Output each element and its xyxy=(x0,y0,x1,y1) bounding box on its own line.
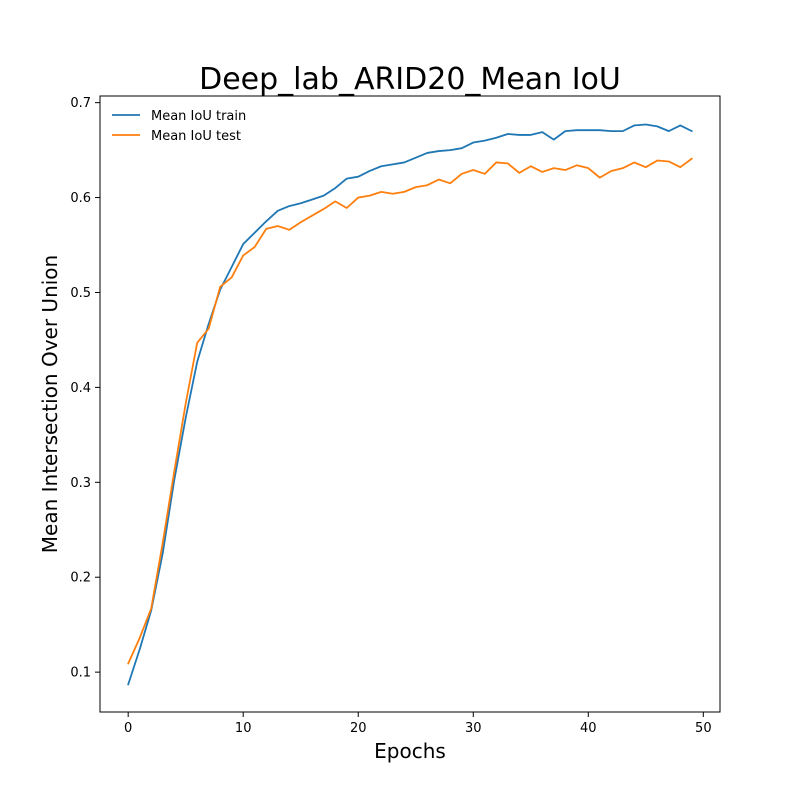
x-axis-label: Epochs xyxy=(374,739,446,763)
chart-title: Deep_lab_ARID20_Mean IoU xyxy=(199,62,621,97)
x-tick-label: 40 xyxy=(580,721,597,736)
x-axis-ticks: 0 10 20 30 40 50 xyxy=(124,712,712,736)
legend-label-test: Mean IoU test xyxy=(151,129,241,144)
y-tick-label: 0.6 xyxy=(70,191,91,206)
y-tick-label: 0.7 xyxy=(70,96,91,111)
y-axis-ticks: 0.1 0.2 0.3 0.4 0.5 0.6 0.7 xyxy=(70,96,100,681)
legend-label-train: Mean IoU train xyxy=(151,109,246,124)
x-tick-label: 10 xyxy=(235,721,252,736)
y-tick-label: 0.5 xyxy=(70,286,91,301)
y-tick-label: 0.3 xyxy=(70,476,91,491)
y-tick-label: 0.4 xyxy=(70,381,91,396)
x-tick-label: 20 xyxy=(350,721,367,736)
y-axis-label: Mean Intersection Over Union xyxy=(38,255,62,553)
series-line-test xyxy=(127,157,693,665)
x-tick-label: 0 xyxy=(124,721,132,736)
legend: Mean IoU train Mean IoU test xyxy=(112,109,246,144)
series-layer xyxy=(127,123,693,686)
x-tick-label: 50 xyxy=(695,721,712,736)
x-tick-label: 30 xyxy=(465,721,482,736)
y-tick-label: 0.2 xyxy=(70,571,91,586)
series-line-train xyxy=(127,123,693,686)
plot-frame xyxy=(99,95,721,713)
y-tick-label: 0.1 xyxy=(70,666,91,681)
